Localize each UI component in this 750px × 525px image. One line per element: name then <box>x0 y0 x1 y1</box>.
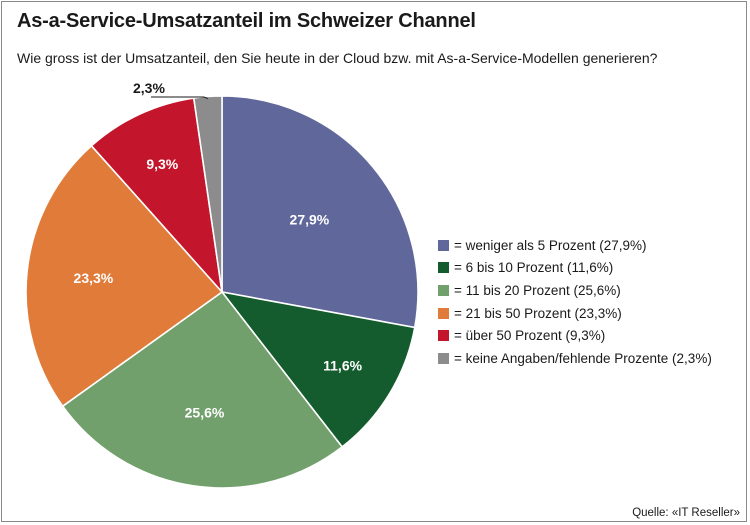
pie-slice <box>61 291 343 489</box>
legend-item: = keine Angaben/fehlende Prozente (2,3%) <box>438 347 712 370</box>
legend-label: = weniger als 5 Prozent (27,9%) <box>454 237 647 253</box>
chart-subtitle: Wie gross ist der Umsatzanteil, den Sie … <box>17 50 658 66</box>
chart-title: As-a-Service-Umsatzanteil im Schweizer C… <box>17 10 476 32</box>
legend-label: = 11 bis 20 Prozent (25,6%) <box>454 282 621 298</box>
legend-label: = 21 bis 50 Prozent (23,3%) <box>454 305 622 321</box>
pie-slice-label: 2,3% <box>133 80 165 96</box>
pie-slice-label: 11,6% <box>323 357 362 373</box>
source-note: Quelle: «IT Reseller» <box>632 507 740 519</box>
pie-slice <box>221 291 416 448</box>
legend-swatch <box>438 284 449 296</box>
pie-slice <box>192 95 223 293</box>
legend-label: = über 50 Prozent (9,3%) <box>454 328 606 344</box>
pie-label-leader-line <box>151 96 209 99</box>
pie-labels: 27,9% 11,6% 25,6% 23,3% 9,3% 2,3% <box>74 80 363 420</box>
chart-legend: = weniger als 5 Prozent (27,9%) = 6 bis 1… <box>438 234 712 370</box>
legend-item: = 21 bis 50 Prozent (23,3%) <box>438 302 712 325</box>
legend-item: = 11 bis 20 Prozent (25,6%) <box>438 279 712 302</box>
pie-slices <box>25 95 419 489</box>
legend-swatch <box>438 352 449 364</box>
legend-item: = über 50 Prozent (9,3%) <box>438 324 712 347</box>
legend-swatch <box>438 262 449 274</box>
pie-slice-label: 9,3% <box>146 156 178 172</box>
legend-swatch <box>438 307 449 319</box>
pie-slice-label: 27,9% <box>290 211 330 227</box>
pie-slice-label: 25,6% <box>185 404 225 420</box>
pie-slice <box>90 97 223 293</box>
legend-swatch <box>438 330 449 342</box>
pie-slice <box>25 145 223 408</box>
pie-slice-label: 23,3% <box>74 270 114 286</box>
legend-swatch <box>438 239 449 251</box>
legend-label: = 6 bis 10 Prozent (11,6%) <box>454 260 614 276</box>
legend-item: = weniger als 5 Prozent (27,9%) <box>438 234 712 257</box>
legend-label: = keine Angaben/fehlende Prozente (2,3%) <box>454 350 712 366</box>
pie-slice <box>221 95 419 329</box>
legend-item: = 6 bis 10 Prozent (11,6%) <box>438 257 712 280</box>
